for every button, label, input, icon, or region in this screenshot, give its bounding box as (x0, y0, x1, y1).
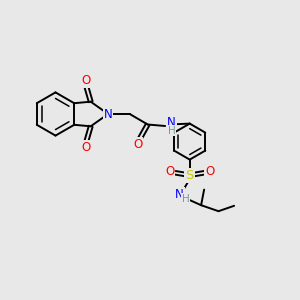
Text: O: O (165, 165, 175, 178)
Text: S: S (185, 169, 194, 182)
Text: N: N (167, 116, 176, 129)
Text: O: O (82, 74, 91, 87)
Text: N: N (175, 188, 184, 201)
Text: H: H (168, 125, 176, 136)
Text: O: O (82, 141, 91, 154)
Text: H: H (182, 194, 189, 204)
Text: O: O (205, 165, 214, 178)
Text: N: N (104, 107, 112, 121)
Text: O: O (133, 138, 142, 152)
